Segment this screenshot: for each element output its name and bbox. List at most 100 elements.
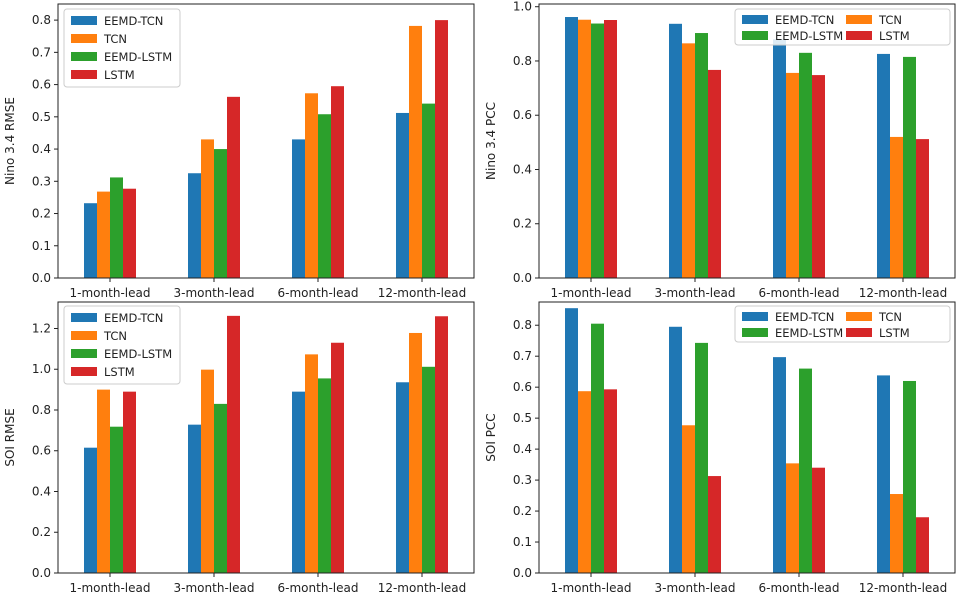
y-tick-label: 1.0: [513, 0, 532, 14]
y-tick-label: 1.0: [32, 362, 51, 376]
y-tick-label: 0.3: [513, 473, 532, 487]
y-tick-label: 0.7: [513, 349, 532, 363]
y-tick-label: 0.1: [32, 239, 51, 253]
x-tick-label: 6-month-lead: [759, 286, 840, 300]
legend-swatch-eemd-lstm: [71, 349, 97, 358]
bar-eemd-lstm-3-month-lead: [214, 149, 227, 278]
bar-eemd-tcn-3-month-lead: [188, 173, 201, 278]
legend: EEMD-TCN TCN EEMD-LSTM LSTM: [63, 8, 181, 88]
x-tick-label: 1-month-lead: [551, 581, 632, 595]
bar-eemd-tcn-12-month-lead: [877, 375, 890, 573]
legend-label: EEMD-LSTM: [775, 29, 843, 43]
bar-eemd-lstm-6-month-lead: [799, 368, 812, 573]
plot-frame: [538, 301, 956, 574]
y-tick-label: 0.4: [32, 484, 51, 498]
legend-swatch-eemd-lstm: [742, 328, 768, 337]
bar-eemd-lstm-1-month-lead: [591, 323, 604, 573]
bar-eemd-tcn-6-month-lead: [773, 39, 786, 278]
bar-lstm-6-month-lead: [812, 467, 825, 573]
x-tick-label: 1-month-lead: [70, 581, 151, 595]
chart-panel-3: 0.0 0.2 0.4 0.6 0.8 1.0 1.2 1-month-lead 3-month…: [3, 301, 475, 595]
legend-label: TCN: [103, 329, 127, 343]
legend-swatch-eemd-tcn: [742, 312, 768, 321]
legend-label: LSTM: [104, 365, 135, 379]
y-tick-label: 0.3: [32, 174, 51, 188]
bar-eemd-tcn-12-month-lead: [396, 112, 409, 279]
bar-lstm-12-month-lead: [916, 517, 929, 573]
bar-lstm-6-month-lead: [331, 86, 344, 278]
bar-tcn-1-month-lead: [97, 389, 110, 573]
bar-eemd-tcn-12-month-lead: [396, 382, 409, 573]
bar-tcn-12-month-lead: [409, 25, 422, 279]
bar-tcn-6-month-lead: [305, 93, 318, 278]
x-tick-label: 1-month-lead: [70, 286, 151, 300]
y-tick-label: 0.5: [32, 110, 51, 124]
x-tick-label: 12-month-lead: [378, 581, 467, 595]
bar-lstm-1-month-lead: [123, 391, 136, 573]
legend-label: EEMD-LSTM: [104, 347, 172, 361]
bar-lstm-6-month-lead: [331, 342, 344, 573]
bar-lstm-3-month-lead: [708, 69, 721, 278]
bar-eemd-lstm-3-month-lead: [214, 403, 227, 573]
bar-eemd-lstm-1-month-lead: [110, 426, 123, 573]
y-tick-label: 0.5: [513, 411, 532, 425]
legend-swatch-eemd-tcn: [742, 15, 768, 24]
legend-label: EEMD-TCN: [775, 13, 834, 27]
legend-label: EEMD-TCN: [104, 14, 163, 28]
legend: EEMD-TCN TCN EEMD-LSTM LSTM: [63, 305, 181, 385]
legend-swatch-eemd-tcn: [71, 313, 97, 322]
bar-tcn-1-month-lead: [97, 191, 110, 278]
bar-lstm-1-month-lead: [604, 389, 617, 573]
bar-eemd-tcn-6-month-lead: [773, 357, 786, 573]
bar-lstm-12-month-lead: [435, 316, 448, 573]
bar-lstm-3-month-lead: [227, 315, 240, 573]
legend-label: LSTM: [879, 29, 910, 43]
y-axis-title: SOI RMSE: [3, 408, 17, 466]
y-tick-label: 0.8: [32, 403, 51, 417]
legend-label: LSTM: [879, 326, 910, 340]
y-tick-label: 0.1: [513, 535, 532, 549]
y-tick-label: 0.7: [32, 45, 51, 59]
legend-swatch-eemd-tcn: [71, 16, 97, 25]
legend-swatch-tcn: [846, 15, 872, 24]
y-tick-label: 0.4: [513, 442, 532, 456]
y-tick-label: 0.2: [32, 525, 51, 539]
bar-eemd-lstm-12-month-lead: [422, 103, 435, 278]
x-tick-label: 3-month-lead: [655, 286, 736, 300]
legend-label: TCN: [103, 32, 127, 46]
bar-eemd-lstm-3-month-lead: [695, 33, 708, 278]
plot-frame: [538, 3, 956, 279]
bar-eemd-lstm-6-month-lead: [318, 378, 331, 573]
y-tick-label: 1.2: [32, 321, 51, 335]
legend-swatch-eemd-lstm: [742, 31, 768, 40]
legend-box: [63, 305, 181, 385]
legend-swatch-lstm: [71, 367, 97, 376]
bar-eemd-lstm-3-month-lead: [695, 342, 708, 573]
x-tick-label: 6-month-lead: [278, 581, 359, 595]
bar-eemd-tcn-1-month-lead: [84, 447, 97, 573]
bar-eemd-tcn-6-month-lead: [292, 391, 305, 573]
y-tick-label: 0.6: [32, 78, 51, 92]
y-tick-label: 0.0: [32, 271, 51, 285]
x-tick-label: 6-month-lead: [278, 286, 359, 300]
bar-lstm-3-month-lead: [708, 476, 721, 573]
chart-panel-2: 0.0 0.2 0.4 0.6 0.8 1.0 1-month-lead 3-month-le…: [484, 0, 956, 300]
y-tick-label: 0.8: [513, 54, 532, 68]
legend-box: [63, 8, 181, 88]
legend-label: TCN: [878, 310, 902, 324]
legend-swatch-lstm: [846, 328, 872, 337]
chart-panel-4: 0.0 0.1 0.2 0.3 0.4 0.5 0.6 0.7 0.8 1-month-lead 3…: [484, 301, 956, 595]
bar-eemd-tcn-1-month-lead: [84, 203, 97, 278]
x-tick-label: 12-month-lead: [859, 286, 948, 300]
legend-swatch-tcn: [71, 331, 97, 340]
bar-lstm-12-month-lead: [916, 139, 929, 278]
y-tick-label: 0.4: [32, 142, 51, 156]
legend-label: EEMD-LSTM: [775, 326, 843, 340]
bar-eemd-tcn-1-month-lead: [565, 308, 578, 573]
bar-tcn-1-month-lead: [578, 19, 591, 278]
bar-eemd-tcn-6-month-lead: [292, 139, 305, 278]
x-tick-label: 12-month-lead: [859, 581, 948, 595]
y-tick-label: 0.2: [513, 217, 532, 231]
